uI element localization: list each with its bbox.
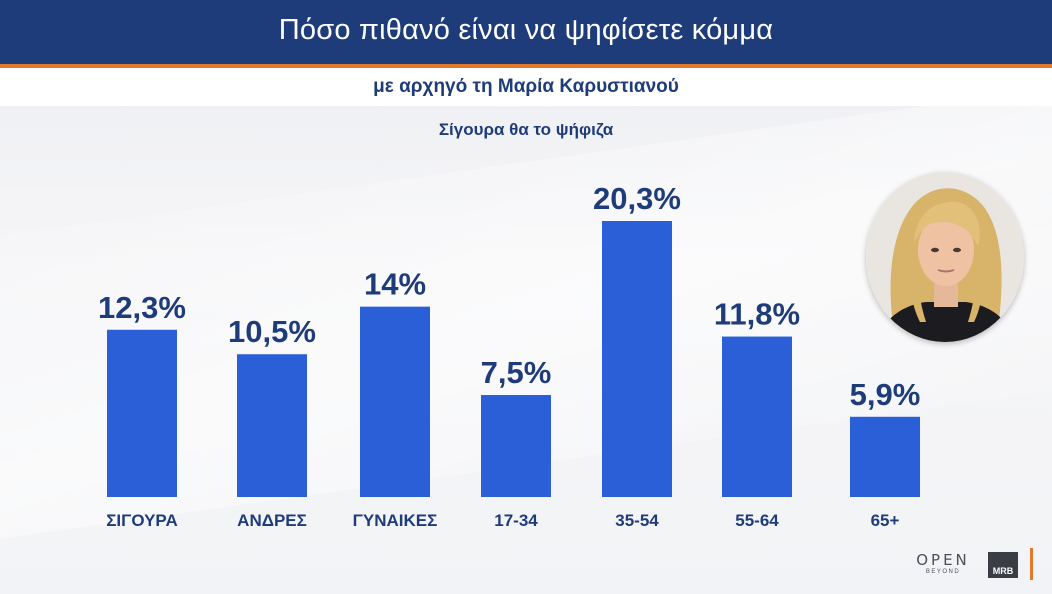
category-label: 65+ — [871, 511, 900, 530]
bar-σιγουρα — [107, 329, 177, 497]
value-label: 7,5% — [481, 355, 552, 390]
value-label: 14% — [364, 267, 426, 302]
category-label: ΓΥΝΑΙΚΕΣ — [353, 511, 438, 530]
value-label: 11,8% — [714, 297, 800, 332]
logo-divider — [1030, 548, 1033, 580]
bar-ανδρες — [237, 354, 307, 497]
value-label: 12,3% — [98, 290, 186, 325]
bar-17-34 — [481, 395, 551, 497]
category-label: 17-34 — [494, 511, 538, 530]
category-label: ΣΙΓΟΥΡΑ — [106, 511, 178, 530]
bar-65+ — [850, 416, 920, 497]
value-label: 5,9% — [850, 377, 921, 412]
logo-open-subtext: BEYOND — [925, 569, 961, 575]
bar-35-54 — [602, 221, 672, 497]
section-label: Σίγουρα θα το ψήφιζα — [438, 120, 614, 139]
mrb-logo: MRB — [988, 552, 1018, 578]
chart-subtitle: με αρχηγό τη Μαρία Καρυστιανού — [373, 76, 679, 97]
title-bar: Πόσο πιθανό είναι να ψηφίσετε κόμμα — [0, 0, 1052, 68]
category-label: 55-64 — [735, 511, 779, 530]
logo-open-text: OPEN — [916, 551, 970, 569]
bar-55-64 — [722, 336, 792, 497]
subtitle-bar: με αρχηγό τη Μαρία Καρυστιανού — [0, 68, 1052, 106]
chart-title: Πόσο πιθανό είναι να ψηφίσετε κόμμα — [278, 13, 774, 46]
person-portrait-icon — [866, 172, 1024, 342]
value-label: 10,5% — [228, 314, 316, 349]
bar-γυναικες — [360, 306, 430, 497]
category-label: 35-54 — [615, 511, 659, 530]
category-label: ΑΝΔΡΕΣ — [237, 511, 307, 530]
open-beyond-logo: OPEN BEYOND — [912, 552, 974, 582]
value-label: 20,3% — [593, 181, 681, 216]
